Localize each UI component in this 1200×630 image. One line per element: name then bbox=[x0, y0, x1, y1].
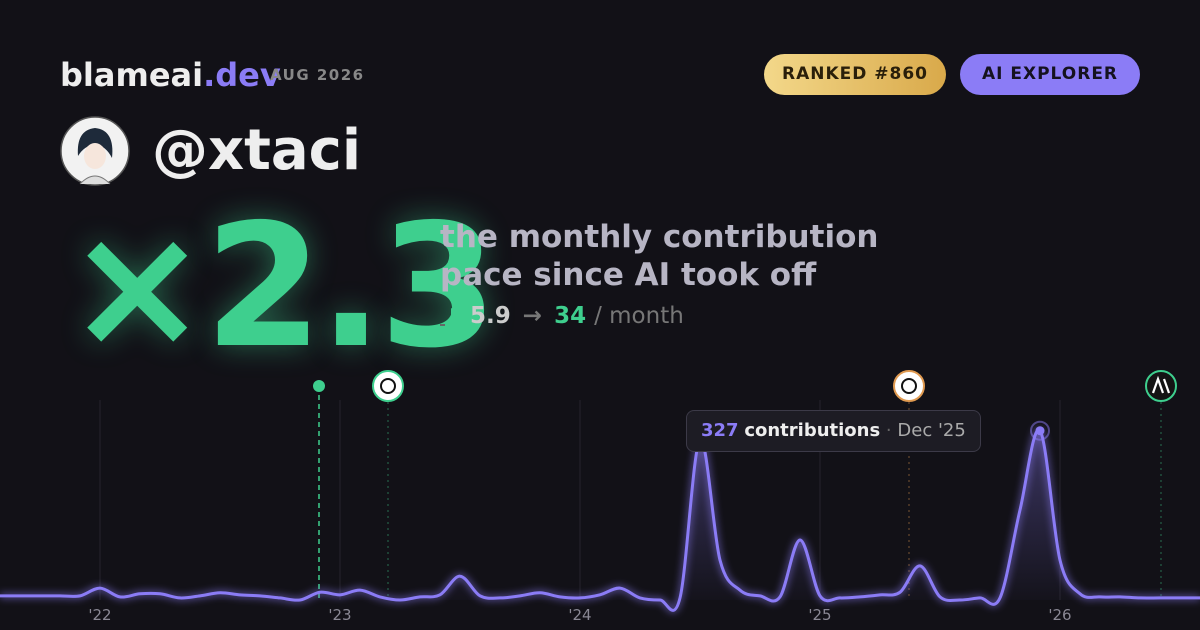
caption-line: pace since AI took off bbox=[440, 257, 817, 293]
caption-line: the monthly contribution bbox=[440, 219, 879, 255]
x-tick-label: '26 bbox=[1048, 606, 1071, 624]
x-tick-label: '23 bbox=[328, 606, 351, 624]
rank-badge: RANKED #860 bbox=[764, 54, 946, 95]
pace-unit: / month bbox=[594, 303, 684, 329]
tooltip-date: Dec '25 bbox=[897, 420, 966, 441]
avatar bbox=[60, 116, 130, 186]
pace: 5.9 → 34 / month bbox=[470, 303, 684, 329]
x-tick-label: '25 bbox=[808, 606, 831, 624]
peak-dot bbox=[1035, 426, 1045, 436]
line bbox=[0, 428, 1200, 612]
brand-name: blameai bbox=[60, 56, 204, 94]
openai-icon bbox=[893, 370, 925, 402]
multiplier: ×2.3 bbox=[66, 188, 498, 386]
date: AUG 2026 bbox=[270, 66, 365, 84]
line-area bbox=[0, 429, 1200, 611]
tooltip-value: 327 bbox=[701, 420, 739, 441]
caption: the monthly contribution pace since AI t… bbox=[440, 218, 878, 294]
tooltip-label: contributions bbox=[744, 420, 881, 441]
x-tick-label: '22 bbox=[88, 606, 111, 624]
openai-icon bbox=[372, 370, 404, 402]
peak-ring bbox=[1030, 420, 1050, 441]
bars-icon bbox=[440, 308, 457, 326]
anthropic-glyph bbox=[1151, 375, 1171, 394]
pace-after: 34 bbox=[554, 303, 587, 329]
pace-before: 5.9 bbox=[470, 303, 511, 329]
brand-tld: .dev bbox=[203, 56, 281, 94]
openai-glyph bbox=[380, 378, 396, 394]
event-dot bbox=[313, 380, 325, 392]
handle: @xtaci bbox=[152, 118, 362, 183]
tooltip: 327 contributions · Dec '25 bbox=[686, 410, 981, 452]
openai-glyph bbox=[901, 378, 917, 394]
x-tick-label: '24 bbox=[568, 606, 591, 624]
tier-badge: AI EXPLORER bbox=[960, 54, 1140, 95]
tooltip-sep: · bbox=[885, 420, 892, 441]
brand: blameai.dev bbox=[60, 56, 281, 94]
pace-arrow: → bbox=[522, 303, 543, 329]
